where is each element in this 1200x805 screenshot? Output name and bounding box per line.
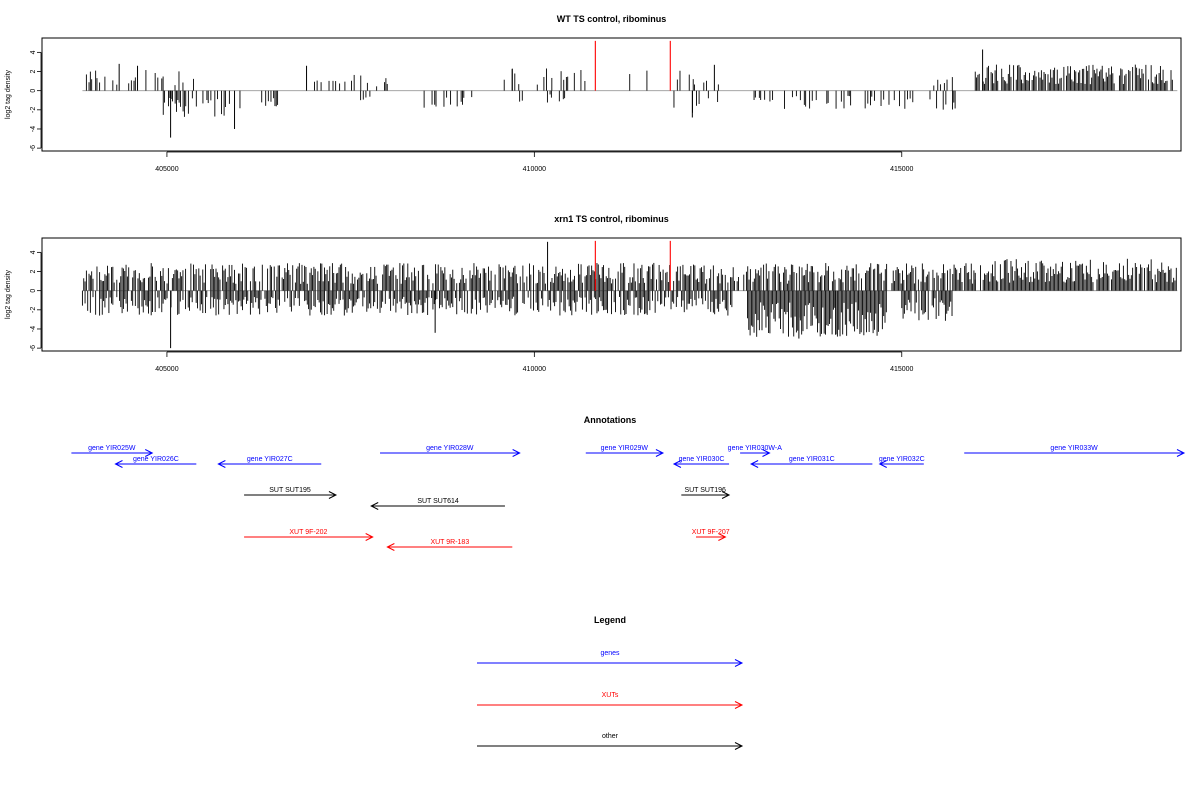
arrow-head [762,449,771,457]
feature-arrow: gene YIR028W [380,445,521,457]
y-tick-label: 0 [30,289,37,293]
annotations-title: Annotations [584,415,637,425]
feature-arrow: gene YIR029W [585,445,665,457]
x-tick-label: 410000 [523,166,546,173]
plot-frame [41,237,1182,352]
feature-label: gene YIR031C [789,456,835,463]
x-tick-label: 405000 [155,366,178,373]
arrow-head [878,460,887,468]
feature-arrow: SUT SUT195 [244,487,338,499]
feature-label: gene YIR027C [247,456,293,463]
feature-label: gene YIR028W [426,445,474,452]
density-bars [85,49,1173,138]
feature-label: gene YIR029W [601,445,649,452]
feature-label: XUT 9F-202 [289,529,327,536]
arrow-head [734,659,744,667]
feature-label: SUT SUT195 [269,487,311,494]
density-bars [81,241,1177,349]
feature-arrow: gene YIR025W [71,445,154,457]
feature-label: gene YIR026C [133,456,179,463]
legend-label: XUTs [602,692,619,699]
y-tick-label: 2 [30,69,37,73]
feature-label: gene YIR030W-A [728,445,783,452]
feature-label: XUT 9F-207 [692,529,730,536]
legend-label: genes [600,650,620,657]
feature-label: XUT 9R-183 [430,539,469,546]
legend-label: other [602,733,619,740]
arrow-head [734,742,744,750]
y-tick-label: -2 [30,307,37,313]
feature-arrow: gene YIR026C [114,456,197,468]
panel-title: WT TS control, ribominus [557,14,667,24]
x-tick-label: 410000 [523,366,546,373]
feature-arrow: gene YIR032C [878,456,925,468]
arrow-head [386,543,395,551]
feature-arrow: SUT SUT196 [681,487,731,499]
panel-title: xrn1 TS control, ribominus [554,214,669,224]
y-tick-label: -4 [30,326,37,332]
arrow-head [370,502,379,510]
x-tick-label: 415000 [890,166,913,173]
arrow-head [734,701,744,709]
y-tick-label: 4 [30,250,37,254]
track-panel: WT TS control, ribominus -6 -4 -2 0 2 4 log2 ta… [5,14,1182,173]
y-tick-label: 4 [30,50,37,54]
feature-arrow: gene YIR031C [750,456,873,468]
track-panel: xrn1 TS control, ribominus -6 -4 -2 0 2 4 log2 … [5,214,1182,373]
x-tick-label: 405000 [155,166,178,173]
arrow-head [721,491,731,499]
arrow-head [328,491,338,499]
arrow-head [145,449,154,457]
feature-label: gene YIR033W [1050,445,1098,452]
arrow-head [672,460,682,468]
feature-label: gene YIR032C [879,456,925,463]
y-tick-label: -6 [30,345,37,351]
arrow-head [512,449,521,457]
arrow-head [365,533,374,541]
y-axis-label: log2 tag density [5,69,12,119]
feature-arrow: XUT 9R-183 [386,539,513,551]
feature-arrow: SUT SUT614 [370,498,505,510]
feature-label: SUT SUT614 [417,498,459,505]
y-tick-label: 0 [30,89,37,93]
arrow-head [750,460,759,468]
y-tick-label: -6 [30,145,37,151]
feature-arrow: gene YIR030C [672,456,730,468]
feature-label: gene YIR030C [679,456,725,463]
y-tick-label: 2 [30,269,37,273]
y-tick-label: -2 [30,107,37,113]
legend-title: Legend [594,615,626,625]
x-tick-label: 415000 [890,366,913,373]
feature-arrow: gene YIR030W-A [728,445,783,457]
legend-item: XUTs [477,692,744,709]
arrow-head [655,449,665,457]
feature-arrow: XUT 9F-207 [692,529,730,541]
y-axis-label: log2 tag density [5,269,12,319]
y-tick-label: -4 [30,126,37,132]
legend-item: genes [477,650,744,667]
arrow-head [217,460,226,468]
arrow-head [718,533,727,541]
feature-label: gene YIR025W [88,445,136,452]
arrow-head [1176,449,1186,457]
feature-arrow: XUT 9F-202 [244,529,374,541]
arrow-head [114,460,123,468]
feature-arrow: gene YIR033W [964,445,1186,457]
plot-frame [41,37,1182,152]
feature-arrow: gene YIR027C [217,456,322,468]
legend-item: other [477,733,744,750]
feature-label: SUT SUT196 [684,487,726,494]
